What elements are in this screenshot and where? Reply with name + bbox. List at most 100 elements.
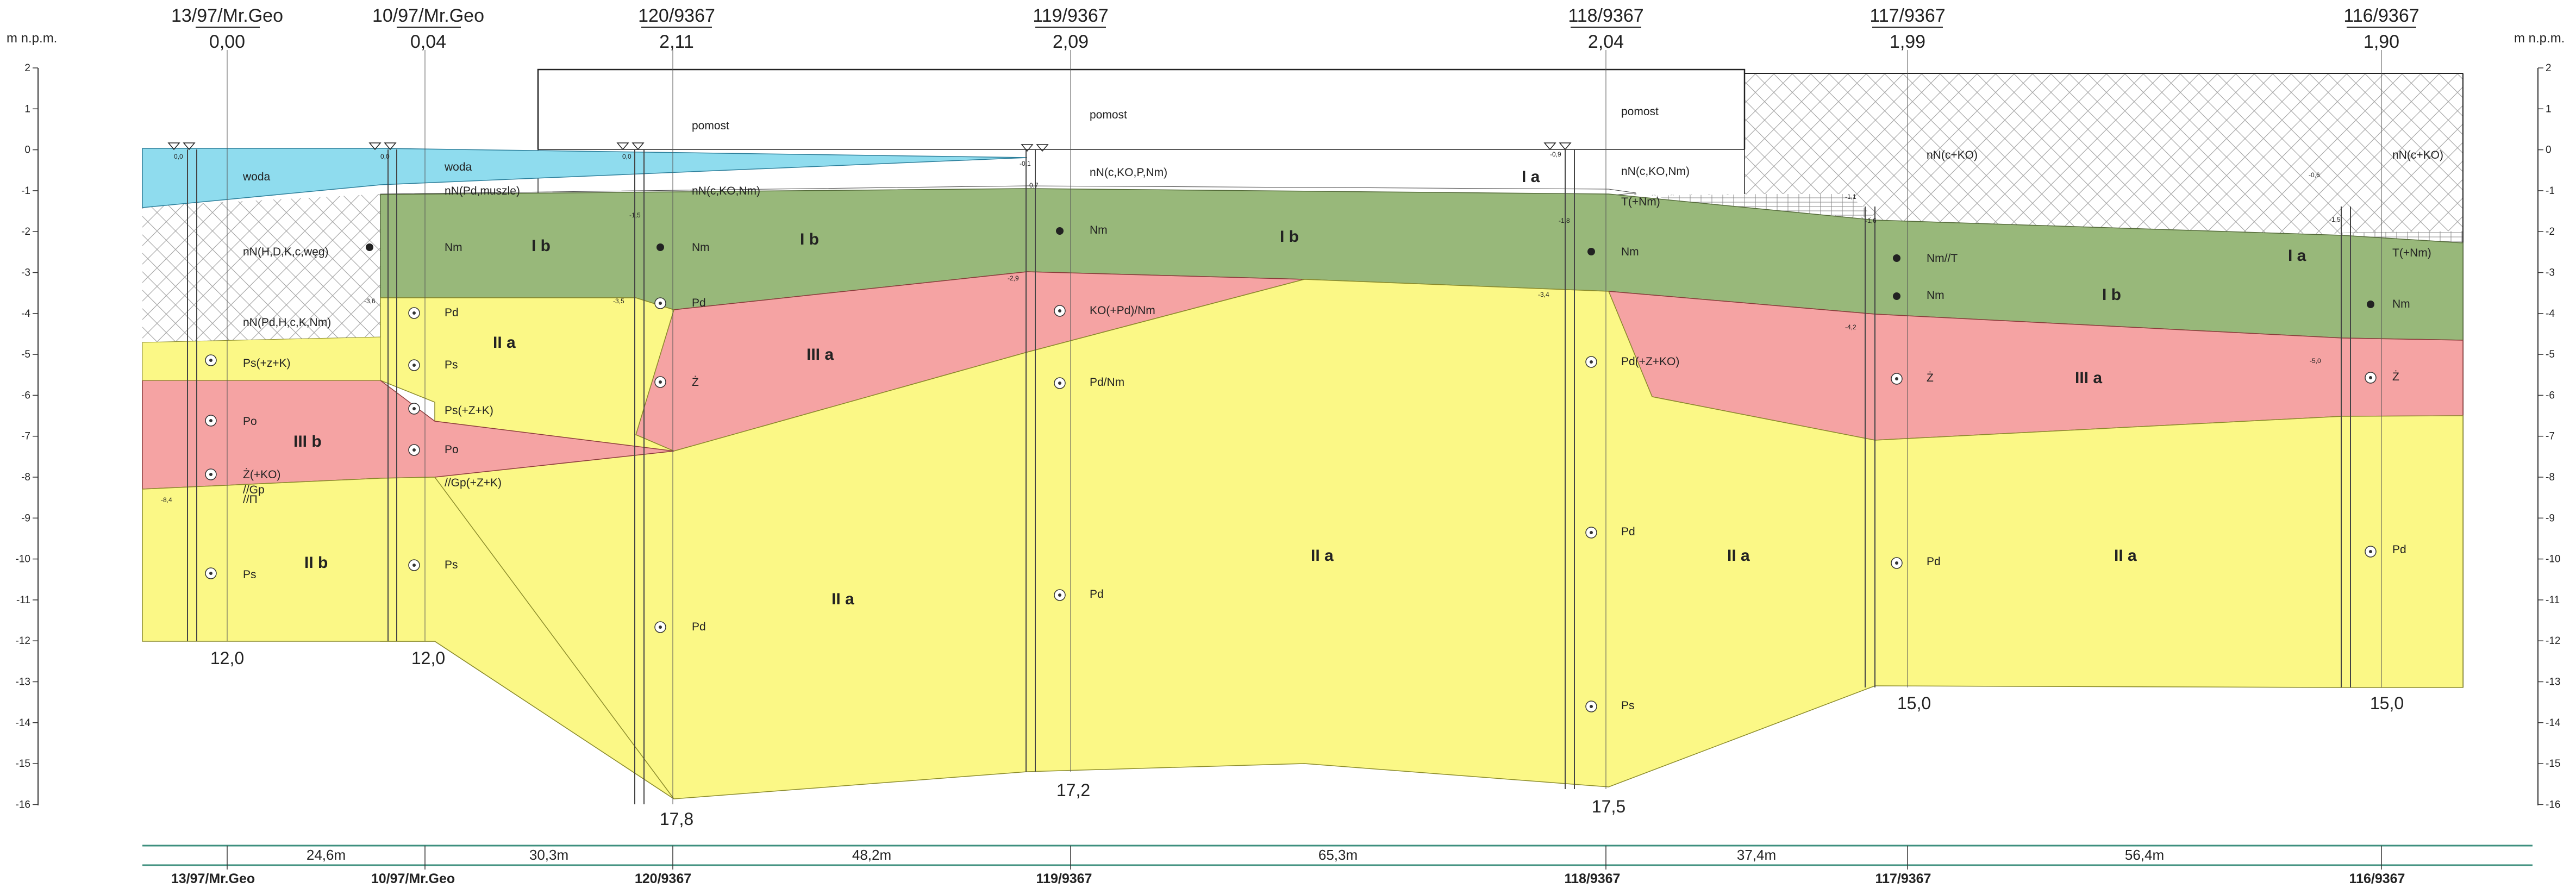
- sample-marker-dot: [209, 359, 212, 362]
- sample-marker-dot: [659, 626, 662, 629]
- layer-label: III a: [806, 346, 834, 364]
- water-level-label: -3,4: [1538, 291, 1549, 298]
- soil-label: Pd: [445, 307, 459, 319]
- soil-label: Pd: [692, 621, 706, 633]
- sample-marker-dot: [412, 564, 416, 567]
- axis-tick-label: -1: [21, 185, 30, 197]
- left-axis: m n.p.m. 2 1 0 -1 -2 -3 -4 -5 -6 -7 -8 -9 -10 -11 -12 -…: [7, 31, 57, 810]
- distance-label: 65,3m: [1318, 847, 1358, 863]
- axis-tick-label: -1: [2546, 185, 2555, 197]
- soil-label: nN(c,KO,P,Nm): [1090, 166, 1167, 179]
- axis-tick-label: -6: [2546, 390, 2555, 401]
- sample-markers: [205, 227, 2377, 712]
- organic-marker: [1893, 292, 1900, 300]
- soil-label: Pd(+Z+KO): [1621, 355, 1679, 368]
- sample-marker-dot: [412, 364, 416, 367]
- sample-marker-dot: [659, 302, 662, 305]
- soil-label: Pd: [1621, 526, 1635, 538]
- soil-label: Nm: [1090, 224, 1108, 236]
- axis-tick-label: -8: [21, 472, 30, 483]
- depth-label: 15,0: [2370, 693, 2404, 713]
- soil-label: Ż(+KO): [243, 468, 280, 481]
- borehole-name: 13/97/Mr.Geo: [171, 5, 283, 26]
- water-level-label: -8,4: [161, 496, 172, 504]
- depth-label: 15,0: [1897, 693, 1931, 713]
- axis-tick-label: -12: [2546, 635, 2560, 647]
- sample-marker-dot: [1895, 561, 1898, 565]
- soil-label: Nm: [2392, 298, 2410, 310]
- sample-marker-dot: [1590, 705, 1593, 708]
- water-level-label: -0,9: [1550, 151, 1561, 158]
- ruler-borehole-name: 120/9367: [635, 871, 691, 886]
- soil-label: nN(c,KO,Nm): [1621, 165, 1690, 178]
- organic-marker: [1056, 227, 1064, 235]
- water-level-label: -3,5: [613, 297, 624, 305]
- axis-tick-label: -9: [21, 512, 30, 524]
- borehole-name: 119/9367: [1033, 5, 1108, 26]
- soil-label: Po: [445, 443, 459, 456]
- layer-labels: I a I b I b I b I b I a II a II a II a I…: [293, 168, 2306, 608]
- borehole-elevation: 2,04: [1588, 32, 1624, 52]
- water-level-label: -1,8: [1559, 217, 1570, 224]
- axis-tick-label: 2: [2546, 62, 2552, 74]
- soil-label: Nm: [692, 241, 710, 254]
- water-level-label: 0,0: [380, 153, 390, 160]
- axis-tick-label: -8: [2546, 472, 2555, 483]
- soil-label: Ż: [1927, 372, 1934, 384]
- sample-marker-dot: [1058, 309, 1061, 312]
- axis-tick-label: -16: [16, 799, 30, 810]
- soil-label: nN(c,KO,Nm): [692, 185, 760, 197]
- depth-label: 17,8: [660, 809, 693, 829]
- layer-label: I b: [800, 230, 819, 248]
- borehole-columns: [187, 149, 2351, 804]
- sample-marker-dot: [209, 419, 212, 422]
- organic-marker: [656, 243, 664, 251]
- axis-tick-label: -13: [2546, 677, 2560, 688]
- water-level-label: -2,9: [1008, 274, 1019, 282]
- water-level-label: 0,0: [622, 153, 632, 160]
- right-axis: m n.p.m. 2 1 0 -1 -2 -3 -4 -5 -6 -7 -8 -9 -10 -11 -12 -…: [2514, 31, 2565, 810]
- water-level-label: -0,6: [2309, 171, 2320, 179]
- layer-label: I b: [2102, 286, 2121, 304]
- soil-label: nN(Pd,H,c,K,Nm): [243, 316, 331, 329]
- right-axis-unit: m n.p.m.: [2514, 31, 2565, 46]
- layer-label: I b: [1280, 228, 1299, 246]
- water-level-label: -4,2: [1845, 323, 1856, 331]
- axis-tick-label: -11: [16, 595, 30, 606]
- layer-label: I b: [532, 237, 551, 255]
- soil-label: nN(c+KO): [2392, 149, 2443, 161]
- axis-tick-label: 2: [24, 62, 30, 74]
- sample-marker-dot: [412, 448, 416, 452]
- soil-label: nN(c+KO): [1927, 149, 1978, 161]
- layer-label: II b: [304, 554, 328, 572]
- axis-tick-label: -5: [21, 349, 30, 360]
- borehole-headers: 13/97/Mr.Geo 0,00 10/97/Mr.Geo 0,04 120/…: [171, 5, 2419, 52]
- borehole-depths: 12,0 12,0 17,8 17,2 17,5 15,0 15,0: [210, 648, 2404, 829]
- water-level-label: -0,1: [1020, 160, 1031, 167]
- distance-label: 24,6m: [307, 847, 346, 863]
- sample-marker-dot: [1058, 593, 1061, 597]
- layer-label: II a: [1727, 547, 1750, 565]
- layer-label: I a: [2288, 247, 2306, 265]
- soil-label: pomost: [1621, 105, 1659, 118]
- axis-tick-label: -6: [21, 390, 30, 401]
- ruler-borehole-name: 119/9367: [1036, 871, 1092, 886]
- water-level-label: -1,1: [1845, 193, 1856, 201]
- axis-tick-label: -15: [2546, 758, 2560, 770]
- axis-tick-label: -2: [2546, 226, 2555, 237]
- soil-label: Nm//T: [1927, 252, 1958, 265]
- soil-label: Pd/Nm: [1090, 376, 1124, 389]
- sample-marker-dot: [1895, 377, 1898, 380]
- depth-label: 12,0: [210, 648, 244, 668]
- layer-label: II a: [493, 334, 516, 352]
- distance-label: 37,4m: [1737, 847, 1776, 863]
- borehole-elevation: 0,00: [209, 32, 245, 52]
- soil-label: Nm: [1927, 289, 1944, 302]
- water-level-label: -1,5: [2329, 216, 2341, 223]
- axis-tick-label: -12: [16, 635, 30, 647]
- layer-label: II a: [1311, 547, 1334, 565]
- distance-label: 30,3m: [529, 847, 568, 863]
- soil-label: woda: [444, 161, 472, 173]
- sample-marker-dot: [1058, 382, 1061, 385]
